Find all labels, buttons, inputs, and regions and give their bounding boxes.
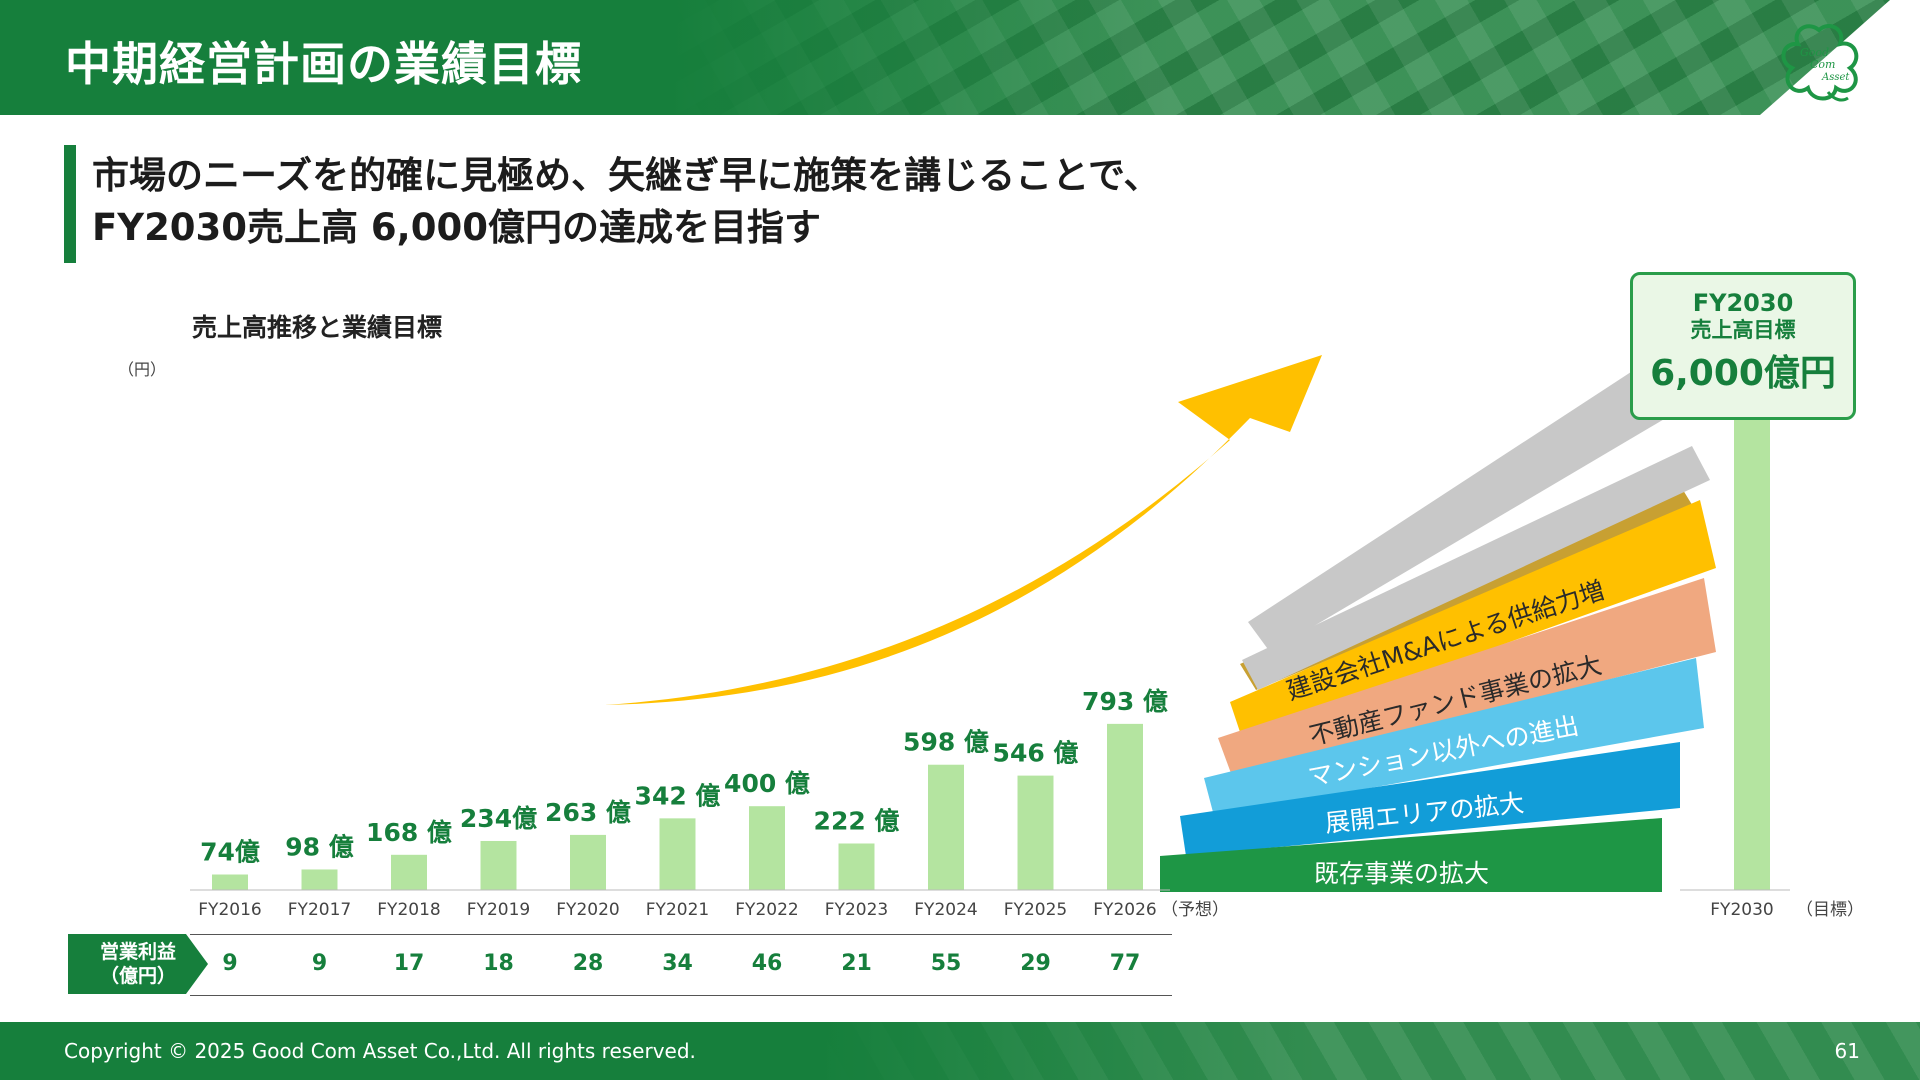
band-existing [1160,818,1662,892]
profit-cell-FY2017: 9 [311,951,328,976]
tick-FY2018: FY2018 [377,900,440,920]
profit-cell-FY2022: 46 [751,951,783,976]
profit-cell-FY2024: 55 [930,951,962,976]
bar-FY2024 [928,764,964,890]
bar-label-FY2020: 263 億 [545,798,631,827]
tick-FY2026: FY2026 [1093,900,1156,920]
bar-label-FY2026: 793 億 [1082,687,1168,716]
profit-cell-FY2018: 17 [393,951,425,976]
bar-FY2020 [570,834,606,890]
unit-label: （円） [118,360,167,379]
profit-cell-FY2016: 9 [222,951,238,976]
footer-pattern [820,1022,1920,1080]
band-fund [1218,578,1716,776]
bar-FY2016 [212,874,248,890]
operating-profit-row: 9 9 17 18 28 34 46 21 55 29 77 [190,934,1172,996]
target-caption: 売上高目標 [1690,318,1796,342]
target-value: 6,000億円 [1650,353,1836,394]
bar-label-FY2021: 342 億 [635,781,721,810]
bar-FY2021 [659,818,696,890]
profit-cell-FY2020: 28 [572,951,604,976]
band-ma [1230,500,1716,738]
band-gray-upper [1248,340,1710,652]
bar-label-FY2019: 234億 [460,804,537,833]
profit-cell-FY2023: 21 [841,951,872,976]
headline-line-1: 市場のニーズを的確に見極め、矢継ぎ早に施策を講じることで、 [92,154,1161,197]
profit-cell-FY2021: 34 [662,951,693,976]
bar-FY2018 [391,854,427,890]
tick-target-suffix: （目標） [1796,900,1864,920]
band-gray-lower [1242,446,1710,690]
operating-profit-label: 営業利益 （億円） [68,934,208,994]
tick-FY2030: FY2030 [1710,900,1773,920]
bar-FY2026 [1107,723,1143,890]
bar-FY2019 [480,840,517,890]
bar-label-FY2018: 168 億 [366,818,452,847]
tick-FY2022: FY2022 [735,900,798,920]
headline: 市場のニーズを的確に見極め、矢継ぎ早に施策を講じることで、 FY2030売上高 … [92,150,1161,254]
band-existing-label: 既存事業の拡大 [1314,859,1489,888]
headline-accent-bar [64,145,76,263]
tick-FY2021: FY2021 [646,900,709,920]
slide-header: 中期経営計画の業績目標 [0,0,1920,115]
logo-word-com: Com [1810,58,1835,71]
logo-word-good: Good [1800,46,1829,59]
bar-label-FY2016: 74億 [200,837,260,866]
profit-cell-FY2025: 29 [1020,951,1051,976]
profit-cell-FY2019: 18 [483,951,514,976]
company-logo: Good Com Asset [1781,24,1859,102]
band-area [1180,742,1680,856]
bar-FY2025 [1017,775,1054,890]
initiative-bands: 建設会社M&Aによる供給力増不動産ファンド事業の拡大マンション以外への進出展開エ… [1160,340,1716,892]
chart-title: 売上高推移と業績目標 [192,313,443,342]
bar-FY2022 [749,806,785,890]
header-pattern [670,0,1920,115]
headline-line-2: FY2030売上高 6,000億円の達成を目指す [92,206,821,249]
bar-FY2023 [838,843,875,890]
bar-FY2017 [301,869,338,890]
target-callout: FY2030 売上高目標 6,000億円 [1630,272,1856,420]
bar-label-FY2017: 98 億 [285,832,354,861]
tick-FY2020: FY2020 [556,900,619,920]
bar-label-FY2025: 546 億 [993,739,1079,768]
profit-label-line-1: 営業利益 [99,941,176,963]
profit-label-line-2: （億円） [99,965,176,987]
profit-cell-FY2026: 77 [1109,951,1141,976]
tick-FY2023: FY2023 [825,900,888,920]
bar-label-FY2024: 598 億 [903,728,989,757]
target-year: FY2030 [1692,289,1794,317]
x-tick-labels: FY2016 FY2017 FY2018 FY2019 FY2020 FY2021 FY20… [190,889,1864,920]
tick-forecast-suffix: （予想） [1161,900,1229,920]
logo-word-asset: Asset [1821,72,1850,83]
tick-FY2025: FY2025 [1004,900,1067,920]
growth-arrow [605,355,1322,705]
slide-footer: Copyright © 2025 Good Com Asset Co.,Ltd.… [0,1022,1920,1080]
tick-FY2024: FY2024 [914,900,977,920]
bar-label-FY2022: 400 億 [724,769,810,798]
tick-FY2019: FY2019 [467,900,530,920]
copyright: Copyright © 2025 Good Com Asset Co.,Ltd.… [64,1039,696,1063]
growth-arrow-layer [605,355,1322,705]
tick-FY2016: FY2016 [198,900,261,920]
bar-label-FY2023: 222 億 [814,806,900,835]
band-mansion [1204,658,1704,816]
page-number: 61 [1834,1039,1860,1063]
tick-FY2017: FY2017 [288,900,351,920]
page-title: 中期経営計画の業績目標 [65,37,582,91]
